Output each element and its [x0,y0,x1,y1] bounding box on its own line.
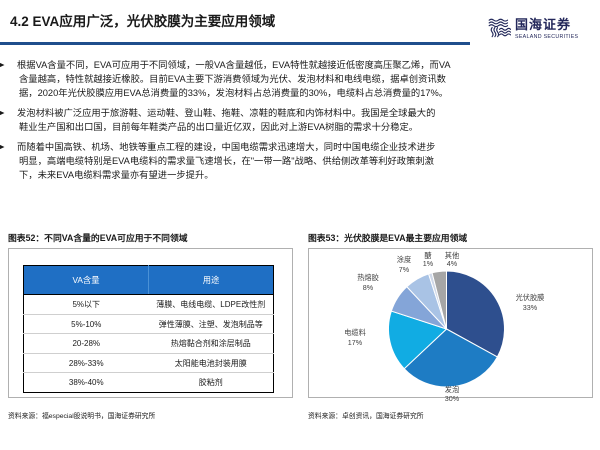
svg-text:热熔胶: 热熔胶 [357,273,379,282]
svg-text:电缆料: 电缆料 [344,328,366,337]
svg-text:光伏胶膜: 光伏胶膜 [516,293,545,302]
svg-text:33%: 33% [523,303,538,312]
svg-text:4%: 4% [447,259,458,268]
svg-text:7%: 7% [399,265,410,274]
svg-text:30%: 30% [445,394,460,403]
svg-text:发泡: 发泡 [445,385,459,394]
svg-text:1%: 1% [423,259,434,268]
svg-text:涂度: 涂度 [397,255,411,264]
svg-text:8%: 8% [363,283,374,292]
svg-text:17%: 17% [348,338,363,347]
